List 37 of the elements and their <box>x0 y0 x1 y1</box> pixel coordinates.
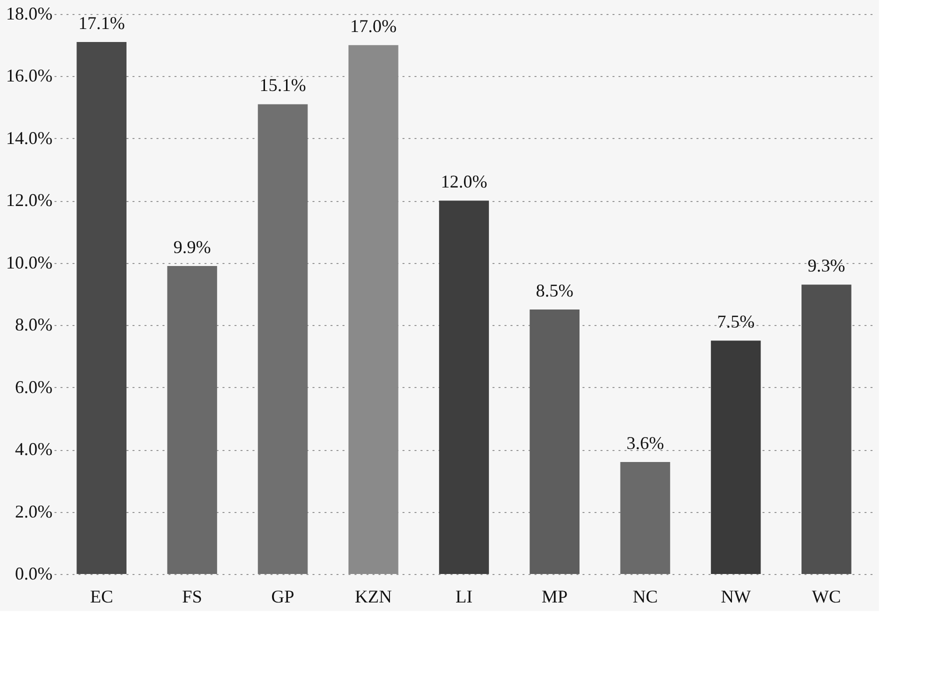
x-tick-label: WC <box>812 586 841 606</box>
bar <box>348 45 398 574</box>
bar <box>439 200 489 574</box>
y-tick-label: 2.0% <box>15 501 52 522</box>
bar <box>802 284 852 574</box>
x-tick-label: EC <box>90 586 114 606</box>
y-tick-label: 14.0% <box>6 128 52 148</box>
x-tick-label: NC <box>632 586 658 606</box>
bar <box>258 104 308 574</box>
x-tick-label: KZN <box>354 586 392 606</box>
x-tick-label: MP <box>542 586 568 606</box>
data-label: 15.1% <box>260 75 306 96</box>
y-tick-label: 8.0% <box>15 314 52 335</box>
data-label: 7.5% <box>717 312 755 332</box>
data-label: 17.0% <box>350 16 397 36</box>
y-tick-label: 6.0% <box>15 376 52 397</box>
bar <box>530 310 580 574</box>
data-label: 8.5% <box>536 280 574 301</box>
x-tick-label: FS <box>182 586 202 606</box>
y-tick-label: 16.0% <box>6 66 52 86</box>
y-tick-label: 12.0% <box>6 190 52 210</box>
x-tick-label: GP <box>271 586 294 606</box>
x-tick-label: NW <box>720 586 751 606</box>
bar <box>710 340 761 574</box>
bar <box>620 462 670 574</box>
data-label: 12.0% <box>440 172 488 192</box>
data-label: 17.1% <box>78 13 125 33</box>
y-tick-label: 18.0% <box>6 4 52 24</box>
bar <box>76 42 126 574</box>
y-tick-label: 0.0% <box>15 564 52 584</box>
bar <box>167 266 218 574</box>
data-label: 3.6% <box>626 433 664 453</box>
y-tick-label: 4.0% <box>15 439 52 460</box>
x-tick-label: LI <box>456 586 472 606</box>
data-label: 9.3% <box>808 256 846 276</box>
y-tick-label: 10.0% <box>6 252 52 272</box>
data-label: 9.9% <box>173 237 211 257</box>
